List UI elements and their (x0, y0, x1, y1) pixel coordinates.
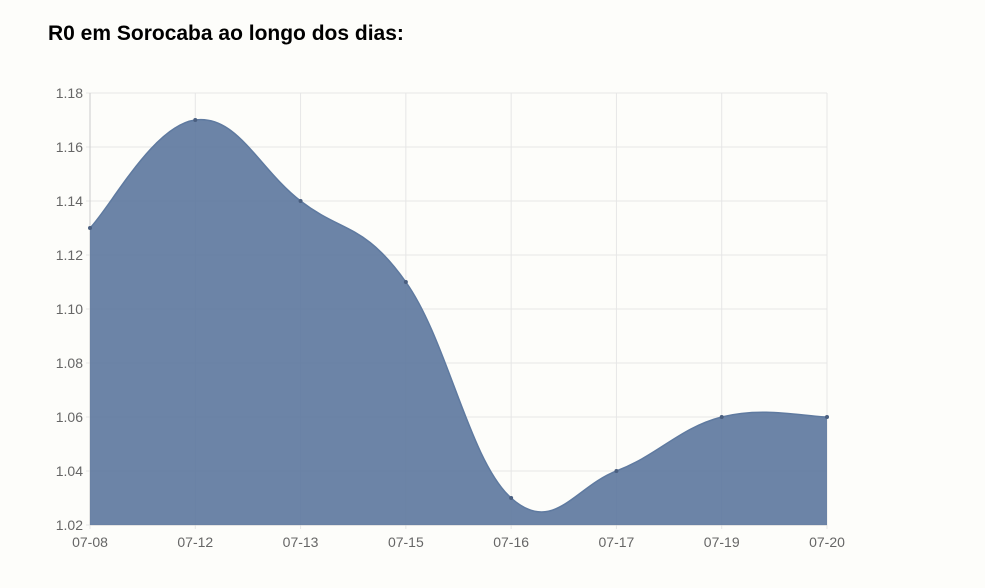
x-axis-ticks: 07-08 07-12 07-13 07-15 07-16 07-17 07-19 07-20 (72, 534, 845, 550)
data-point[interactable] (298, 199, 303, 203)
x-tick-label: 07-20 (809, 534, 845, 550)
chart-area-layer (89, 119, 828, 525)
data-point[interactable] (509, 496, 514, 500)
y-axis-ticks: 1.18 1.16 1.14 1.12 1.10 1.08 1.06 1.04 1.02 (56, 85, 83, 533)
x-tick-label: 07-13 (283, 534, 319, 550)
x-tick-label: 07-17 (599, 534, 635, 550)
y-tick-label: 1.16 (56, 139, 83, 155)
data-point[interactable] (88, 226, 92, 230)
data-point[interactable] (825, 415, 829, 419)
chart-points (88, 118, 829, 500)
x-tick-label: 07-19 (704, 534, 740, 550)
x-tick-label: 07-08 (72, 534, 108, 550)
data-point[interactable] (193, 118, 198, 122)
y-tick-label: 1.10 (56, 301, 83, 317)
page-title: R0 em Sorocaba ao longo dos dias: (48, 22, 404, 45)
y-tick-label: 1.14 (56, 193, 83, 209)
x-tick-label: 07-15 (388, 534, 424, 550)
y-tick-label: 1.08 (56, 355, 83, 371)
y-tick-label: 1.18 (56, 85, 83, 101)
y-tick-label: 1.04 (56, 463, 83, 479)
data-point[interactable] (614, 469, 619, 473)
y-tick-label: 1.06 (56, 409, 83, 425)
r0-area (90, 119, 827, 525)
r0-line (89, 119, 828, 513)
x-tick-label: 07-16 (493, 534, 529, 550)
x-tick-label: 07-12 (177, 534, 213, 550)
data-point[interactable] (719, 415, 724, 419)
y-tick-label: 1.02 (56, 517, 83, 533)
y-tick-label: 1.12 (56, 247, 83, 263)
data-point[interactable] (403, 280, 408, 284)
